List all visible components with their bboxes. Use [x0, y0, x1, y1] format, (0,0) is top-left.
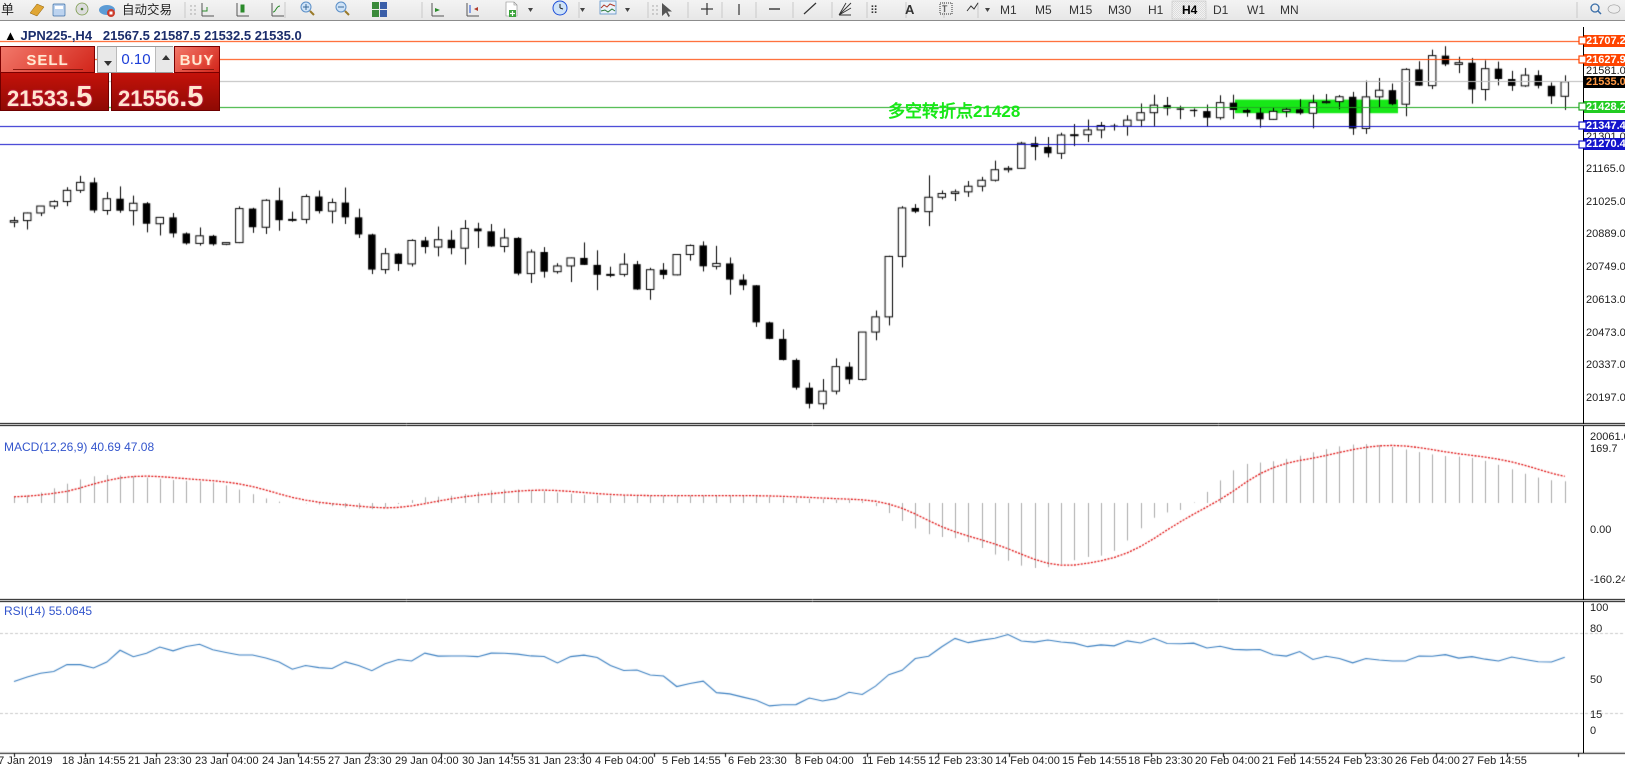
svg-text:M15: M15: [1069, 3, 1093, 17]
svg-text:MN: MN: [1280, 3, 1299, 17]
svg-text:A: A: [905, 2, 915, 17]
svg-text:W1: W1: [1247, 3, 1265, 17]
svg-text:H1: H1: [1148, 3, 1164, 17]
svg-text:M30: M30: [1108, 3, 1132, 17]
svg-text:⠿: ⠿: [870, 5, 878, 17]
svg-text:自动交易: 自动交易: [122, 2, 172, 17]
svg-text:T: T: [942, 4, 948, 14]
svg-text:H4: H4: [1182, 3, 1198, 17]
svg-text:M5: M5: [1035, 3, 1052, 17]
svg-text:单: 单: [1, 2, 14, 17]
svg-text:D1: D1: [1213, 3, 1229, 17]
svg-text:M1: M1: [1000, 3, 1017, 17]
